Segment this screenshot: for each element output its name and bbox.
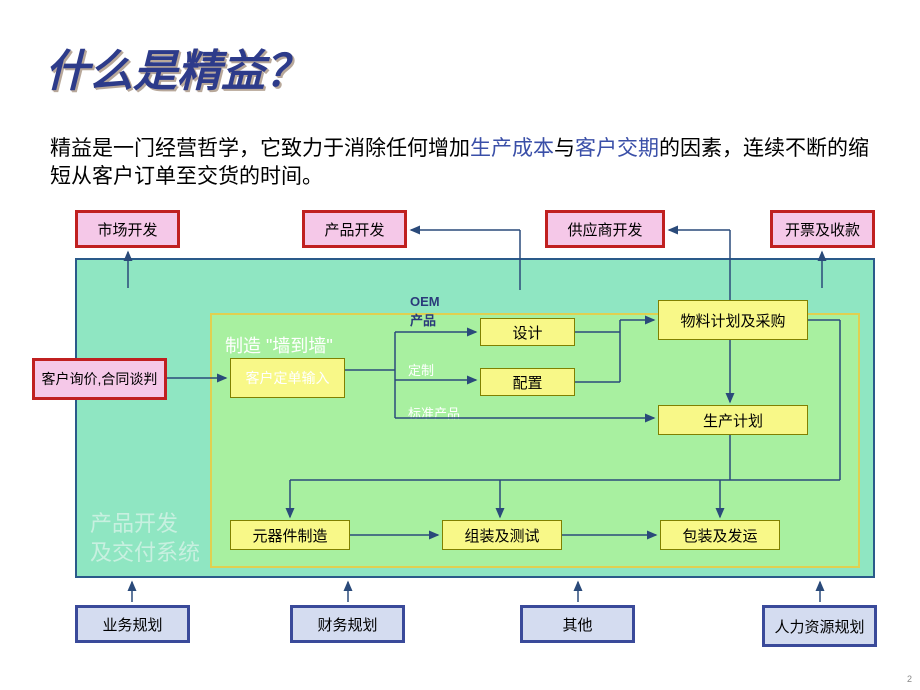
box-order-input: 客户定单输入 — [230, 358, 345, 398]
page-title: 什么是精益？ — [45, 35, 309, 99]
box-design: 设计 — [480, 318, 575, 346]
label-custom: 定制 — [408, 360, 434, 379]
order-input-label: 客户定单输入 — [246, 368, 330, 388]
box-prod-plan: 生产计划 — [658, 405, 808, 435]
box-fin-plan: 财务规划 — [290, 605, 405, 643]
box-biz-plan: 业务规划 — [75, 605, 190, 643]
subtitle-p2: 与 — [554, 137, 575, 160]
page-number: 2 — [907, 674, 912, 684]
subtitle: 精益是一门经营哲学，它致力于消除任何增加生产成本与客户交期的因素，连续不断的缩短… — [50, 135, 870, 192]
box-invoice: 开票及收款 — [770, 210, 875, 248]
label-product: 产品 — [410, 310, 436, 329]
box-other: 其他 — [520, 605, 635, 643]
box-hr-plan: 人力资源规划 — [762, 605, 877, 647]
label-oem: OEM — [410, 294, 440, 309]
subtitle-h1: 生产成本 — [470, 137, 554, 160]
box-product-dev: 产品开发 — [302, 210, 407, 248]
inner-label: 制造 "墙到墙" — [225, 332, 425, 358]
label-standard: 标准产品 — [408, 403, 460, 422]
subtitle-p1: 精益是一门经营哲学，它致力于消除任何增加 — [50, 137, 470, 160]
box-market-dev: 市场开发 — [75, 210, 180, 248]
box-component-mfg: 元器件制造 — [230, 520, 350, 550]
box-supplier-dev: 供应商开发 — [545, 210, 665, 248]
box-assembly-test: 组装及测试 — [442, 520, 562, 550]
system-label-l1: 产品开发 — [90, 510, 200, 539]
box-config: 配置 — [480, 368, 575, 396]
system-label-l2: 及交付系统 — [90, 539, 200, 568]
subtitle-h2: 客户交期 — [575, 137, 659, 160]
system-label: 产品开发 及交付系统 — [90, 510, 200, 567]
box-material-plan: 物料计划及采购 — [658, 300, 808, 340]
box-customer-inquiry: 客户询价,合同谈判 — [32, 358, 167, 400]
box-pack-ship: 包装及发运 — [660, 520, 780, 550]
